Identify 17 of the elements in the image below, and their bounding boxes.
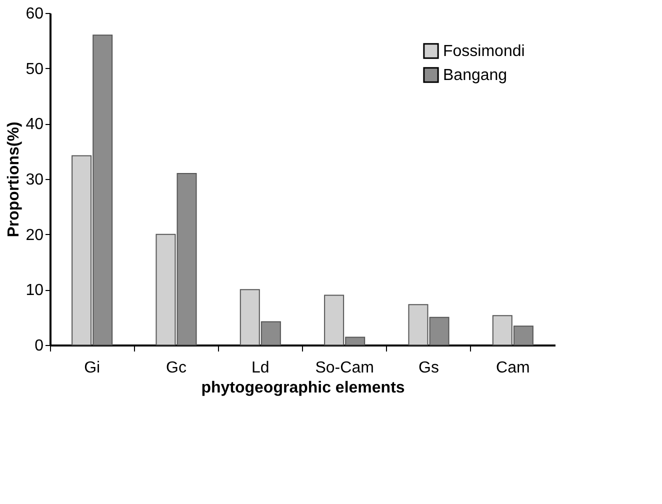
- x-tick-label: So-Cam: [315, 360, 374, 376]
- x-tick-label: Gs: [418, 360, 439, 376]
- y-tick-label: 40: [26, 116, 44, 134]
- x-tick-label: Gc: [166, 360, 186, 376]
- x-tick-label: Ld: [252, 360, 270, 376]
- y-tick-label: 0: [34, 338, 44, 354]
- x-axis-title: phytogeographic elements: [201, 380, 405, 396]
- legend-label: Fossimondi: [443, 43, 525, 60]
- y-axis-title: Proportions(%): [6, 122, 23, 238]
- x-tick-label: Cam: [496, 360, 530, 376]
- y-tick-label: 50: [26, 60, 44, 78]
- legend-label: Bangang: [443, 67, 508, 84]
- y-tick-label: 60: [26, 6, 44, 22]
- x-tick-label: Gi: [84, 360, 100, 376]
- y-tick-label: 30: [26, 172, 44, 188]
- y-tick-label: 20: [26, 226, 44, 244]
- y-tick-label: 10: [26, 282, 44, 300]
